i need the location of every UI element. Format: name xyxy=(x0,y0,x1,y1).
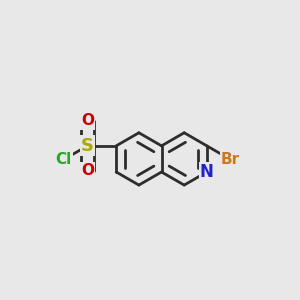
Text: Br: Br xyxy=(221,152,240,167)
Text: O: O xyxy=(81,163,94,178)
Text: O: O xyxy=(81,113,94,128)
Text: Cl: Cl xyxy=(56,152,72,167)
Text: N: N xyxy=(200,163,214,181)
Text: S: S xyxy=(81,137,94,155)
